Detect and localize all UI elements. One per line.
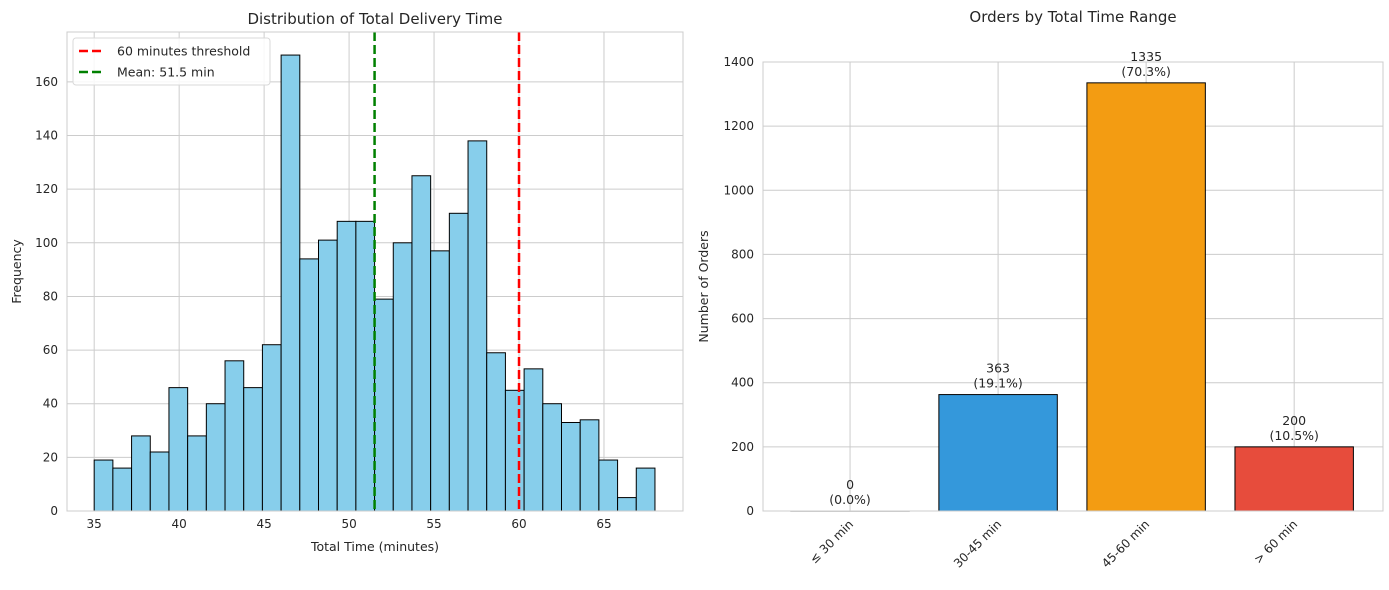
- bar-value-label: 1335: [1130, 49, 1162, 64]
- bar-percent-label: (70.3%): [1121, 64, 1170, 79]
- histogram-bar: [93, 459, 114, 512]
- histogram-bar: [560, 421, 581, 512]
- bar: [1234, 446, 1354, 512]
- bar-percent-label: (0.0%): [829, 492, 871, 507]
- bar: [938, 394, 1058, 512]
- histogram-bar: [131, 435, 151, 512]
- y-tick-label: 0: [50, 504, 58, 518]
- legend-box: [72, 37, 271, 86]
- legend-label: Mean: 51.5 min: [117, 65, 215, 80]
- histogram-chart: 35 40 45 50 55 60 65 0 20 40 60 80 100 120 140 160 60 mi…: [9, 10, 684, 554]
- y-tick-label: 80: [43, 289, 58, 303]
- histogram-bar: [411, 175, 432, 512]
- bar-percent-label: (19.1%): [973, 376, 1022, 391]
- histogram-bar: [486, 352, 506, 512]
- y-tick-label: 1400: [723, 55, 754, 69]
- chart-title: Orders by Total Time Range: [969, 8, 1176, 26]
- histogram-bar: [317, 239, 338, 512]
- legend: 60 minutes threshold Mean: 51.5 min: [72, 37, 271, 86]
- legend-label: 60 minutes threshold: [117, 44, 250, 59]
- bar-value-label: 0: [846, 477, 854, 492]
- bar-value-label: 363: [986, 361, 1010, 376]
- histogram-bar: [299, 258, 319, 512]
- histogram-bar: [336, 220, 357, 512]
- histogram-bar: [205, 403, 226, 512]
- y-tick-label: 140: [35, 129, 58, 143]
- histogram-bar: [149, 451, 170, 512]
- x-tick-label: 50: [341, 517, 356, 531]
- x-tick-label: 45: [256, 517, 271, 531]
- histogram-bar: [542, 403, 562, 512]
- plot-frame: [66, 31, 684, 512]
- histogram-bar: [112, 467, 133, 512]
- y-tick-label: 60: [43, 343, 58, 357]
- histogram-bar: [261, 344, 282, 512]
- y-tick-label: 0: [746, 504, 754, 518]
- histogram-bar: [224, 360, 245, 512]
- histogram-bar: [467, 140, 488, 512]
- y-tick-label: 600: [731, 312, 754, 326]
- bar: [1086, 82, 1206, 512]
- histogram-bar: [243, 387, 263, 512]
- histogram-bar: [448, 212, 469, 512]
- y-axis-label: Frequency: [9, 239, 24, 304]
- chart-title: Distribution of Total Delivery Time: [247, 10, 502, 28]
- x-tick-label: ≤ 30 min: [807, 517, 856, 566]
- histogram-bar: [355, 220, 376, 512]
- y-tick-label: 1000: [723, 183, 754, 197]
- x-tick-label: 55: [426, 517, 441, 531]
- x-axis-label: Total Time (minutes): [310, 539, 439, 554]
- bar-percent-label: (10.5%): [1269, 428, 1318, 443]
- histogram-bar: [430, 250, 450, 512]
- y-tick-label: 40: [43, 397, 58, 411]
- histogram-bar: [392, 242, 413, 512]
- y-tick-label: 160: [35, 75, 58, 89]
- x-tick-label: 35: [87, 517, 102, 531]
- y-tick-label: 20: [43, 450, 58, 464]
- histogram-bar: [523, 368, 544, 512]
- histogram-bar: [635, 467, 656, 512]
- histogram-bar: [168, 387, 189, 512]
- histogram-bar: [280, 54, 301, 512]
- histogram-bar: [598, 459, 619, 512]
- x-tick-label: 45-60 min: [1099, 517, 1152, 570]
- plot-frame: [762, 61, 1384, 512]
- x-tick-label: 30-45 min: [951, 517, 1004, 570]
- y-axis-label: Number of Orders: [696, 230, 711, 342]
- x-tick-label: > 60 min: [1251, 517, 1300, 566]
- histogram-bar: [187, 435, 207, 512]
- histogram-bar: [617, 497, 637, 512]
- y-tick-label: 100: [35, 236, 58, 250]
- y-tick-label: 800: [731, 247, 754, 261]
- y-tick-label: 400: [731, 376, 754, 390]
- y-tick-label: 120: [35, 182, 58, 196]
- histogram-bar: [504, 389, 525, 512]
- bar-value-label: 200: [1282, 413, 1306, 428]
- histogram-bar: [374, 298, 394, 512]
- y-tick-label: 1200: [723, 119, 754, 133]
- x-tick-label: 40: [172, 517, 187, 531]
- y-tick-label: 200: [731, 440, 754, 454]
- x-tick-label: 65: [596, 517, 611, 531]
- x-tick-label: 60: [511, 517, 526, 531]
- histogram-bar: [579, 419, 600, 512]
